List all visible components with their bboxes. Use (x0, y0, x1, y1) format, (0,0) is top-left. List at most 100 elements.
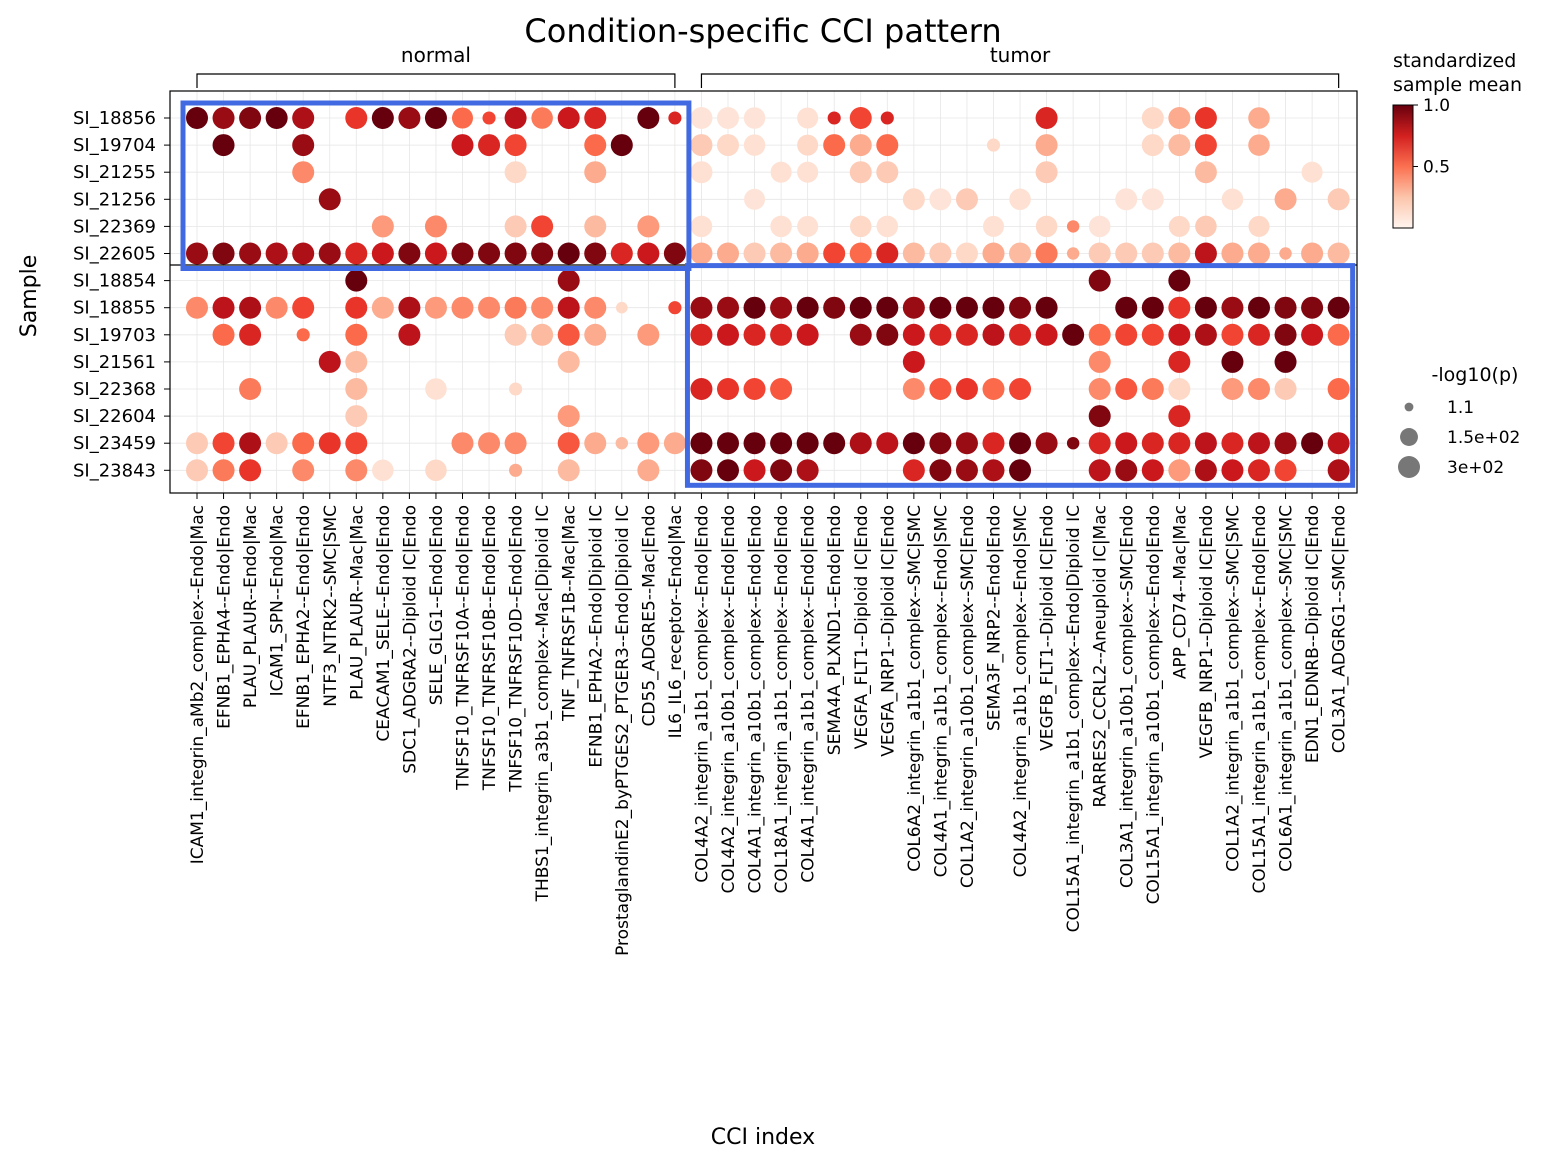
data-dot (504, 215, 527, 238)
data-dot (849, 432, 872, 455)
data-dot (902, 378, 925, 400)
data-dot (424, 242, 447, 265)
data-dot (770, 323, 793, 346)
data-dot (743, 107, 766, 129)
data-dot (637, 323, 660, 346)
data-dot (292, 459, 315, 482)
colorbar-tick-label: 0.5 (1423, 158, 1450, 178)
data-dot (557, 432, 580, 455)
data-dot (849, 107, 872, 129)
data-dot (690, 296, 713, 319)
data-dot (1248, 242, 1270, 265)
data-dot (1088, 350, 1111, 373)
data-dot (823, 432, 846, 455)
y-tick-label: SI_22605 (73, 244, 156, 265)
data-dot (504, 432, 527, 455)
size-legend-marker (1398, 456, 1420, 478)
data-dot (584, 134, 607, 157)
size-legend-marker (1404, 402, 1414, 412)
data-dot (1274, 432, 1297, 455)
data-dot (424, 107, 447, 129)
x-tick-label: COL6A2_integrin_a1b1_complex--SMC|SMC (905, 505, 925, 872)
data-dot (557, 459, 580, 482)
data-dot (610, 134, 633, 157)
data-dot (1035, 215, 1058, 238)
x-tick-label: VEGFA_NRP1--Diploid IC|Endo (878, 505, 898, 757)
x-tick-label: ICAM1_SPN--Endo|Mac (268, 505, 288, 696)
data-dot (823, 296, 846, 319)
data-dot (1141, 323, 1164, 346)
data-dot (424, 215, 447, 238)
data-dot (186, 459, 208, 482)
data-dot (876, 296, 899, 319)
data-dot (637, 107, 660, 129)
data-dot (1248, 459, 1270, 482)
data-dot (982, 459, 1005, 482)
x-tick-label: COL4A1_integrin_a10b1_complex--Endo|Endo (746, 505, 766, 894)
data-dot (1062, 323, 1085, 346)
data-dot (743, 296, 766, 319)
x-tick-label: SDC1_ADGRA2--Diploid IC|Endo (400, 505, 420, 774)
data-dot (1195, 215, 1217, 238)
x-tick-label: ProstaglandinE2_byPTGES2_PTGER3--Endo|Di… (613, 505, 633, 956)
data-dot (212, 459, 235, 482)
data-dot (239, 378, 262, 400)
data-dot (1141, 134, 1164, 157)
data-dot (902, 323, 925, 346)
data-dot (1221, 323, 1244, 346)
data-dot (186, 242, 208, 265)
data-dot (849, 161, 872, 184)
x-tick-label: EFNB1_EPHA2--Endo|Endo (294, 505, 314, 729)
data-dot (292, 296, 315, 319)
highlight-boxes (180, 100, 1356, 488)
x-tick-label: COL4A2_integrin_a1b1_complex--Endo|SMC (1011, 505, 1031, 877)
data-dot (1301, 242, 1324, 265)
data-dot (425, 459, 447, 482)
data-dot (1035, 242, 1058, 265)
data-dot (1035, 134, 1058, 157)
data-dot (1168, 215, 1190, 237)
data-dot (929, 459, 952, 482)
data-dot (1168, 296, 1191, 319)
size-legend-marker (1400, 428, 1418, 446)
data-dot (797, 161, 819, 183)
data-dot (345, 378, 368, 400)
data-dot (296, 328, 310, 342)
data-dot (663, 432, 686, 455)
data-dot (690, 459, 713, 482)
data-dot (902, 188, 925, 211)
data-dot (1141, 459, 1164, 482)
x-tick-label: COL3A1_ADGRG1--SMC|Endo (1330, 505, 1350, 753)
data-dot (557, 350, 580, 373)
x-tick-label: VEGFB_FLT1--Diploid IC|Endo (1038, 505, 1058, 751)
x-tick-label: PLAU_PLAUR--Endo|Mac (241, 505, 261, 708)
data-dot (849, 134, 872, 157)
size-legend-label: 3e+02 (1447, 458, 1504, 478)
data-dot (1221, 350, 1244, 373)
highlight-box (684, 263, 1356, 488)
data-dot (1141, 378, 1164, 400)
size-legend: -log10(p) 1.1 1.5e+02 3e+02 (1398, 364, 1520, 478)
data-dot (690, 323, 713, 346)
data-dot (1194, 134, 1217, 157)
data-dot (744, 188, 766, 210)
data-dot (398, 323, 421, 346)
data-dot (1168, 107, 1191, 129)
data-dot (239, 323, 262, 346)
data-dot (1088, 215, 1111, 238)
data-dot (827, 111, 841, 125)
data-dot (557, 405, 580, 428)
data-dot (186, 432, 208, 455)
y-tick-label: SI_22604 (73, 406, 156, 427)
data-dot (1141, 296, 1164, 319)
y-tick-label: SI_18854 (73, 271, 156, 292)
colorbar-gradient (1392, 104, 1414, 229)
data-dot (849, 323, 872, 346)
x-tick-label: TNF_TNFRSF1B--Mac|Mac (560, 505, 580, 722)
data-dot (398, 296, 421, 319)
data-dot (1168, 459, 1191, 482)
data-dot (504, 134, 527, 157)
data-dot (451, 432, 474, 455)
data-dot (1221, 432, 1244, 455)
data-dot (1035, 107, 1058, 129)
